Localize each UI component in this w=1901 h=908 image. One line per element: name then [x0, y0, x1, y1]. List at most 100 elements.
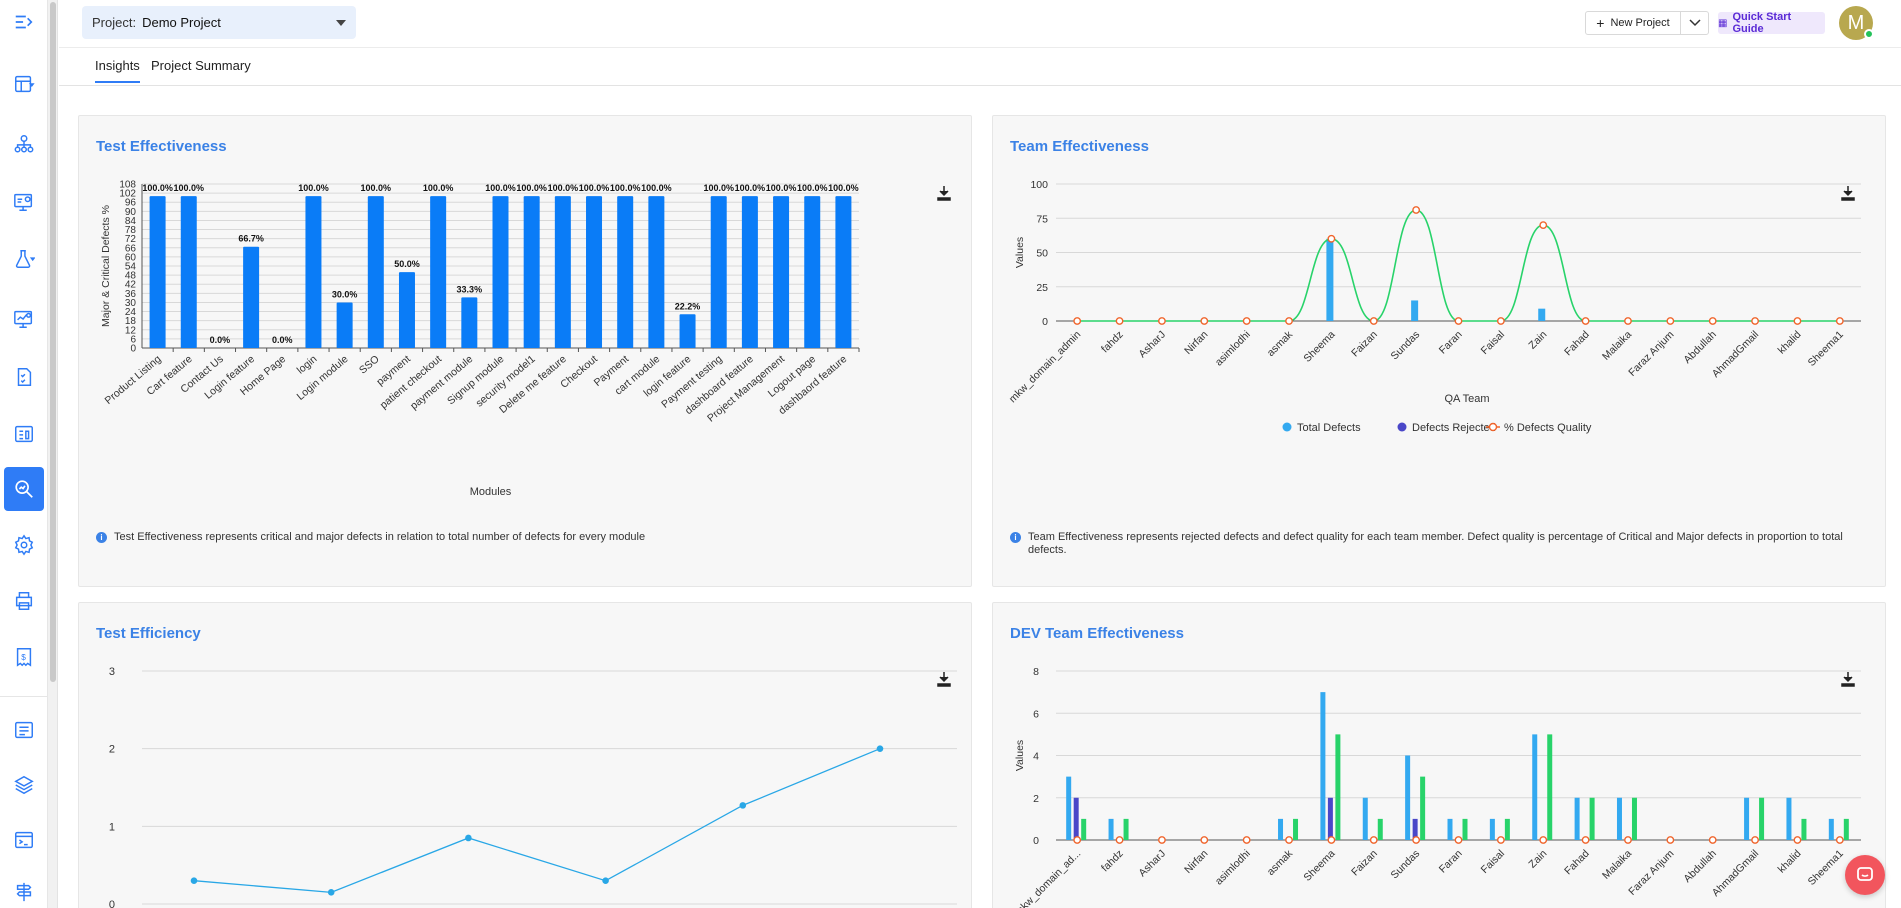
sidebar-scrollbar-thumb[interactable] — [50, 2, 56, 682]
bar — [336, 302, 353, 348]
online-status-dot — [1864, 29, 1874, 39]
project-select[interactable]: Project: Demo Project — [82, 6, 356, 39]
quick-start-guide-button[interactable]: ▦ Quick Start Guide — [1718, 11, 1825, 35]
data-label: 30.0% — [332, 289, 358, 299]
chat-icon — [1857, 867, 1873, 881]
monitor-chart-icon[interactable] — [4, 297, 44, 341]
bar — [617, 196, 634, 348]
bar-total-defects — [1616, 797, 1622, 840]
y-tick-label: 0 — [1042, 316, 1048, 328]
bar-third-series — [1123, 818, 1129, 840]
defects-quality-point — [1073, 317, 1082, 325]
insights-icon[interactable] — [4, 467, 44, 511]
bar — [430, 196, 447, 348]
legend-marker-defects-quality — [1488, 422, 1498, 432]
bar-total-defects — [1362, 797, 1368, 840]
monitor-settings-icon[interactable] — [4, 180, 44, 224]
data-label: 100.0% — [142, 183, 173, 193]
y-axis-title: Major & Critical Defects % — [100, 205, 112, 327]
chat-support-button[interactable] — [1845, 855, 1885, 895]
y-tick-label: 4 — [1033, 751, 1039, 763]
x-tick-label: Sheema1 — [1806, 329, 1846, 369]
tab-project-summary[interactable]: Project Summary — [151, 58, 251, 73]
defects-quality-point — [1158, 317, 1166, 325]
project-select-label: Project: — [92, 15, 137, 30]
defects-quality-point — [1158, 836, 1166, 844]
y-tick-label: 36 — [125, 289, 137, 300]
bar-third-series — [1377, 818, 1383, 840]
invoice-icon[interactable]: $ — [4, 635, 44, 679]
data-label: 100.0% — [703, 183, 734, 193]
x-tick-label: AsharJ — [1136, 848, 1168, 880]
checklist-icon[interactable] — [4, 355, 44, 399]
y-tick-label: 50 — [1036, 248, 1048, 260]
y-axis-title: Values — [1014, 237, 1026, 268]
x-tick-label: Faisal — [1479, 848, 1507, 876]
y-tick-label: 24 — [125, 307, 137, 318]
defects-quality-point — [1835, 836, 1844, 844]
flask-icon[interactable] — [4, 237, 44, 281]
x-tick-label: Zain — [1526, 329, 1549, 352]
layers-icon[interactable] — [4, 763, 44, 807]
settings-icon[interactable] — [4, 523, 44, 567]
legend-label: Total Defects — [1297, 422, 1361, 434]
x-tick-label: Malaika — [1600, 848, 1634, 882]
bar-defects-rejected — [1073, 797, 1079, 840]
defects-quality-point — [1369, 836, 1378, 844]
bar-third-series — [1081, 818, 1087, 840]
x-tick-label: asmak — [1265, 847, 1296, 878]
defects-quality-point — [1454, 836, 1463, 844]
download-icon[interactable] — [936, 185, 952, 201]
grid-icon: ▦ — [1718, 17, 1728, 29]
bar — [305, 196, 322, 348]
x-tick-label: Sheema1 — [1806, 848, 1846, 888]
x-tick-label: Abdullah — [1681, 329, 1718, 366]
signpost-icon[interactable] — [4, 870, 44, 908]
defects-quality-point — [1793, 317, 1802, 325]
x-tick-label: Sundas — [1389, 848, 1423, 882]
x-tick-label: fahdz — [1099, 848, 1126, 875]
y-tick-label: 42 — [125, 280, 137, 291]
bar — [492, 196, 509, 348]
download-icon[interactable] — [1840, 185, 1856, 201]
bar-third-series — [1335, 734, 1341, 840]
document-icon[interactable] — [4, 708, 44, 752]
defects-quality-point — [1793, 836, 1802, 844]
new-project-button[interactable]: + New Project — [1585, 11, 1681, 35]
menu-collapse-icon[interactable] — [4, 0, 44, 44]
quick-start-guide-label: Quick Start Guide — [1732, 11, 1792, 35]
defects-quality-point — [1115, 317, 1124, 325]
bar-defects-rejected — [1327, 797, 1333, 840]
y-tick-label: 108 — [119, 180, 136, 191]
hierarchy-icon[interactable] — [4, 122, 44, 166]
sidebar-separator — [0, 696, 48, 697]
legend-marker-defects-rejected — [1397, 422, 1407, 432]
download-icon[interactable] — [1840, 671, 1856, 687]
x-tick-label: asmak — [1265, 328, 1296, 359]
card-title: DEV Team Effectiveness — [1010, 625, 1184, 642]
y-tick-label: 60 — [125, 252, 137, 263]
bar-total-defects — [1278, 818, 1284, 840]
bar — [523, 196, 540, 348]
bar-third-series — [1801, 818, 1807, 840]
chevron-down-icon — [1688, 19, 1701, 27]
download-icon[interactable] — [936, 671, 952, 687]
defects-quality-point — [1496, 836, 1505, 844]
dashboard-icon[interactable] — [4, 62, 44, 106]
chevron-down-icon — [336, 20, 346, 26]
bar — [710, 196, 727, 348]
sidebar: $ — [0, 0, 58, 908]
report-icon[interactable] — [4, 412, 44, 456]
card-title: Team Effectiveness — [1010, 138, 1149, 155]
terminal-icon[interactable] — [4, 818, 44, 862]
y-tick-label: 6 — [1033, 708, 1039, 720]
efficiency-line — [193, 748, 881, 894]
y-tick-label: 96 — [125, 198, 137, 209]
bar — [773, 196, 790, 348]
printer-icon[interactable] — [4, 579, 44, 623]
new-project-dropdown-button[interactable] — [1680, 11, 1709, 35]
info-icon: i — [96, 532, 107, 543]
x-tick-label: Nirfan — [1182, 848, 1210, 876]
tab-insights[interactable]: Insights — [95, 58, 140, 83]
